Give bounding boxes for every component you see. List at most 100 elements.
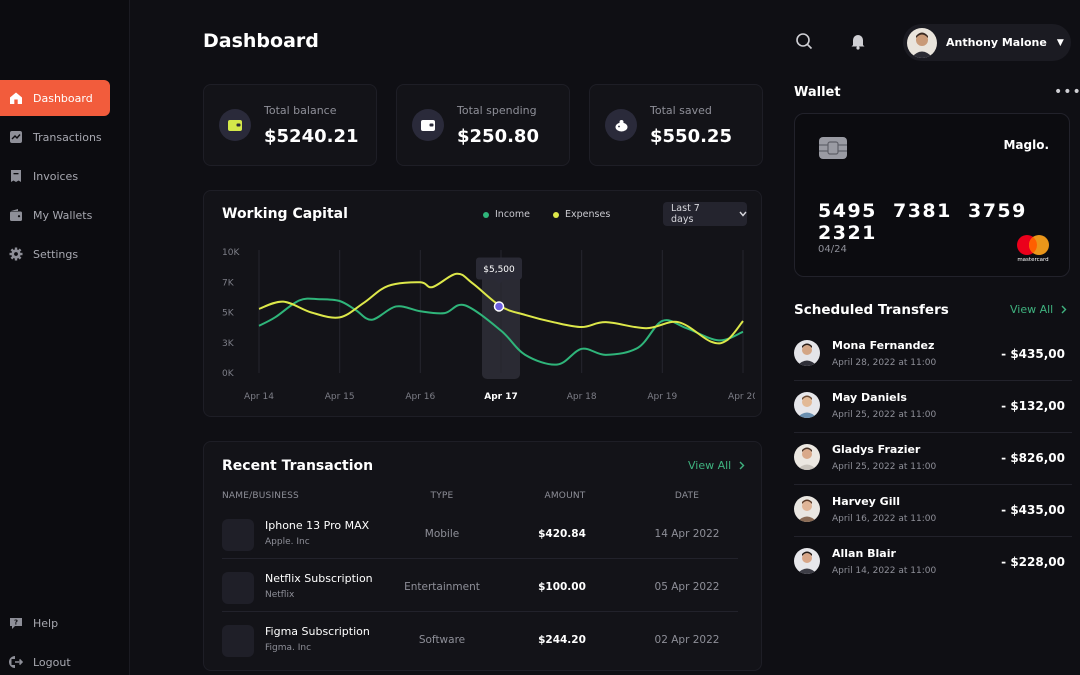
- sidebar: Dashboard Transactions Invoices My Walle…: [0, 0, 130, 675]
- chevron-down-icon: ▼: [1056, 37, 1064, 48]
- piggy-bank-icon: [605, 109, 637, 141]
- transfer-amount: - $228,00: [1001, 555, 1065, 569]
- sidebar-item-label: Logout: [33, 655, 71, 669]
- legend-label: Expenses: [565, 209, 611, 220]
- logout-icon: [9, 656, 23, 668]
- transfer-amount: - $826,00: [1001, 451, 1065, 465]
- stat-card-saved: Total saved $550.25: [589, 84, 763, 166]
- stat-value: $550.25: [650, 126, 732, 147]
- wallet-title: Wallet: [794, 85, 841, 100]
- page-title: Dashboard: [203, 30, 319, 52]
- sidebar-item-label: Settings: [33, 247, 79, 261]
- x-tick-label: Apr 19: [647, 392, 677, 402]
- stat-value: $250.80: [457, 126, 539, 147]
- y-tick-label: 7K: [222, 278, 235, 288]
- x-tick-label: Apr 15: [325, 392, 355, 402]
- legend-expenses: Expenses: [553, 209, 610, 220]
- credit-card[interactable]: Maglo. 5495 7381 3759 2321 04/24 masterc…: [794, 113, 1070, 277]
- user-menu[interactable]: Anthony Malone ▼: [903, 24, 1071, 61]
- transaction-business: Netflix: [265, 590, 295, 600]
- chevron-right-icon: [739, 461, 745, 470]
- sidebar-item-dashboard[interactable]: Dashboard: [0, 80, 110, 116]
- legend-dot: [553, 211, 559, 218]
- avatar: [794, 444, 820, 470]
- list-item[interactable]: Gladys Frazier April 25, 2022 at 11:00 -…: [794, 433, 1072, 485]
- working-capital-chart: 10K 7K 5K 3K 0K Apr 14 Apr 15 Apr 16 Apr 17 Apr 1…: [222, 248, 755, 402]
- table-header: DATE: [674, 491, 700, 501]
- avatar: [794, 496, 820, 522]
- list-item[interactable]: Mona Fernandez April 28, 2022 at 11:00 -…: [794, 329, 1072, 381]
- transfer-name: May Daniels: [832, 391, 907, 404]
- table-row[interactable]: Netflix Subscription Netflix Entertainme…: [222, 559, 738, 612]
- transfer-date: April 14, 2022 at 11:00: [832, 566, 937, 576]
- tooltip-value: $5,500: [483, 265, 515, 275]
- sidebar-item-logout[interactable]: Logout: [0, 644, 110, 675]
- transaction-thumbnail: [222, 572, 254, 604]
- transaction-business: Apple. Inc: [265, 537, 310, 547]
- user-name: Anthony Malone: [946, 36, 1047, 49]
- x-tick-label: Apr 16: [405, 392, 435, 402]
- stat-label: Total saved: [650, 104, 712, 117]
- legend-dot: [483, 211, 489, 218]
- stat-card-spending: Total spending $250.80: [396, 84, 570, 166]
- gear-icon: [9, 247, 23, 261]
- transaction-name: Netflix Subscription: [265, 572, 373, 585]
- range-select[interactable]: Last 7 days: [663, 202, 747, 226]
- table-header: AMOUNT: [544, 491, 586, 501]
- avatar: [794, 548, 820, 574]
- table-row[interactable]: Figma Subscription Figma. Inc Software $…: [222, 612, 738, 665]
- transaction-business: Figma. Inc: [265, 643, 312, 653]
- transaction-name: Figma Subscription: [265, 625, 370, 638]
- transaction-name: Iphone 13 Pro MAX: [265, 519, 370, 532]
- list-item[interactable]: Harvey Gill April 16, 2022 at 11:00 - $4…: [794, 485, 1072, 537]
- stat-card-balance: Total balance $5240.21: [203, 84, 377, 166]
- transaction-type: Mobile: [424, 528, 460, 540]
- legend-label: Income: [495, 209, 530, 220]
- list-item[interactable]: May Daniels April 25, 2022 at 11:00 - $1…: [794, 381, 1072, 433]
- x-tick-label: Apr 17: [484, 392, 518, 402]
- more-options-icon[interactable]: •••: [1054, 84, 1080, 100]
- transaction-date: 02 Apr 2022: [654, 634, 720, 646]
- wallet-icon: [10, 209, 22, 221]
- transfer-date: April 16, 2022 at 11:00: [832, 514, 937, 524]
- transaction-amount: $244.20: [538, 634, 586, 646]
- transaction-date: 05 Apr 2022: [654, 581, 720, 593]
- transactions-view-all[interactable]: View All: [688, 459, 745, 472]
- tooltip-arrow: [494, 279, 504, 285]
- transfer-amount: - $132,00: [1001, 399, 1065, 413]
- stat-value: $5240.21: [264, 126, 359, 147]
- search-icon[interactable]: [794, 31, 814, 51]
- y-tick-label: 3K: [222, 339, 235, 349]
- chart-icon: [10, 131, 22, 143]
- sidebar-item-help[interactable]: ? Help: [0, 605, 110, 641]
- card-number: 5495 7381 3759 2321: [818, 200, 1027, 244]
- help-icon: ?: [10, 618, 22, 629]
- transfer-name: Allan Blair: [832, 547, 896, 560]
- card-expiry: 04/24: [818, 244, 847, 255]
- transaction-thumbnail: [222, 625, 254, 657]
- view-all-label: View All: [1010, 303, 1054, 316]
- table-header: TYPE: [430, 491, 454, 501]
- y-tick-label: 0K: [222, 369, 235, 379]
- sidebar-item-transactions[interactable]: Transactions: [0, 119, 110, 155]
- sidebar-item-my-wallets[interactable]: My Wallets: [0, 197, 110, 233]
- bell-icon[interactable]: [848, 31, 868, 51]
- transfer-name: Harvey Gill: [832, 495, 901, 508]
- legend-income: Income: [483, 209, 530, 220]
- list-item[interactable]: Allan Blair April 14, 2022 at 11:00 - $2…: [794, 537, 1072, 589]
- transactions-panel: [203, 441, 762, 671]
- scheduled-view-all[interactable]: View All: [1010, 303, 1067, 316]
- table-row[interactable]: Iphone 13 Pro MAX Apple. Inc Mobile $420…: [222, 506, 738, 559]
- mastercard-label: mastercard: [1017, 257, 1049, 263]
- stat-label: Total spending: [457, 104, 537, 117]
- transaction-date: 14 Apr 2022: [654, 528, 720, 540]
- sidebar-item-invoices[interactable]: Invoices: [0, 158, 110, 194]
- sidebar-item-label: My Wallets: [33, 208, 93, 222]
- x-tick-label: Apr 18: [567, 392, 597, 402]
- avatar: [907, 27, 937, 58]
- transaction-thumbnail: [222, 519, 254, 551]
- wallet-icon: [219, 109, 251, 141]
- transaction-amount: $420.84: [538, 528, 586, 540]
- view-all-label: View All: [688, 459, 732, 472]
- sidebar-item-settings[interactable]: Settings: [0, 236, 110, 272]
